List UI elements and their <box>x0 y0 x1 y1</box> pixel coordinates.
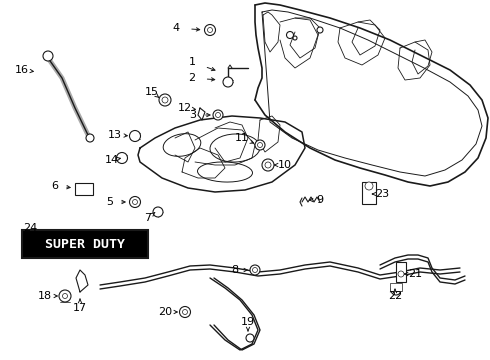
Circle shape <box>129 197 141 207</box>
Text: 9: 9 <box>317 195 323 205</box>
Circle shape <box>159 94 171 106</box>
Circle shape <box>365 182 373 190</box>
Ellipse shape <box>197 162 252 182</box>
Text: 17: 17 <box>73 303 87 313</box>
Circle shape <box>262 159 274 171</box>
Circle shape <box>153 207 163 217</box>
Text: 12: 12 <box>178 103 192 113</box>
Circle shape <box>252 267 258 273</box>
Text: 19: 19 <box>241 317 255 327</box>
Text: 18: 18 <box>38 291 52 301</box>
Circle shape <box>213 110 223 120</box>
Circle shape <box>117 153 127 163</box>
Ellipse shape <box>210 134 260 162</box>
Text: 3: 3 <box>190 110 196 120</box>
Circle shape <box>250 265 260 275</box>
Circle shape <box>207 27 213 32</box>
Text: 22: 22 <box>388 291 402 301</box>
Text: 24: 24 <box>23 223 37 233</box>
Text: 1: 1 <box>189 57 196 67</box>
Text: 20: 20 <box>158 307 172 317</box>
Text: 2: 2 <box>189 73 196 83</box>
Text: 15: 15 <box>145 87 159 97</box>
Bar <box>362 182 376 204</box>
Circle shape <box>287 31 294 39</box>
Circle shape <box>179 306 191 318</box>
Circle shape <box>265 162 271 168</box>
Circle shape <box>132 199 138 204</box>
Bar <box>396 262 406 282</box>
Circle shape <box>129 130 141 141</box>
Circle shape <box>162 97 168 103</box>
Circle shape <box>258 143 263 148</box>
Circle shape <box>63 293 68 298</box>
Circle shape <box>59 290 71 302</box>
Bar <box>390 283 402 291</box>
Text: SUPER DUTY: SUPER DUTY <box>45 238 125 251</box>
Text: 14: 14 <box>105 155 119 165</box>
Circle shape <box>216 112 220 117</box>
Circle shape <box>246 334 254 342</box>
Circle shape <box>204 24 216 36</box>
Circle shape <box>317 27 323 33</box>
Ellipse shape <box>163 134 201 156</box>
Bar <box>75 183 93 195</box>
Text: 21: 21 <box>408 269 422 279</box>
Text: 4: 4 <box>172 23 179 33</box>
Text: 7: 7 <box>145 213 151 223</box>
Text: 5: 5 <box>106 197 114 207</box>
Circle shape <box>43 51 53 61</box>
Circle shape <box>223 77 233 87</box>
Text: 11: 11 <box>235 133 249 143</box>
Circle shape <box>293 36 297 40</box>
Circle shape <box>255 140 265 150</box>
Text: 16: 16 <box>15 65 29 75</box>
Text: 10: 10 <box>278 160 292 170</box>
Text: 23: 23 <box>375 189 389 199</box>
Circle shape <box>182 310 188 315</box>
Text: 13: 13 <box>108 130 122 140</box>
Text: 6: 6 <box>51 181 58 191</box>
Circle shape <box>86 134 94 142</box>
Circle shape <box>398 271 404 277</box>
Bar <box>22 230 148 258</box>
Text: 8: 8 <box>231 265 239 275</box>
Circle shape <box>391 285 401 295</box>
